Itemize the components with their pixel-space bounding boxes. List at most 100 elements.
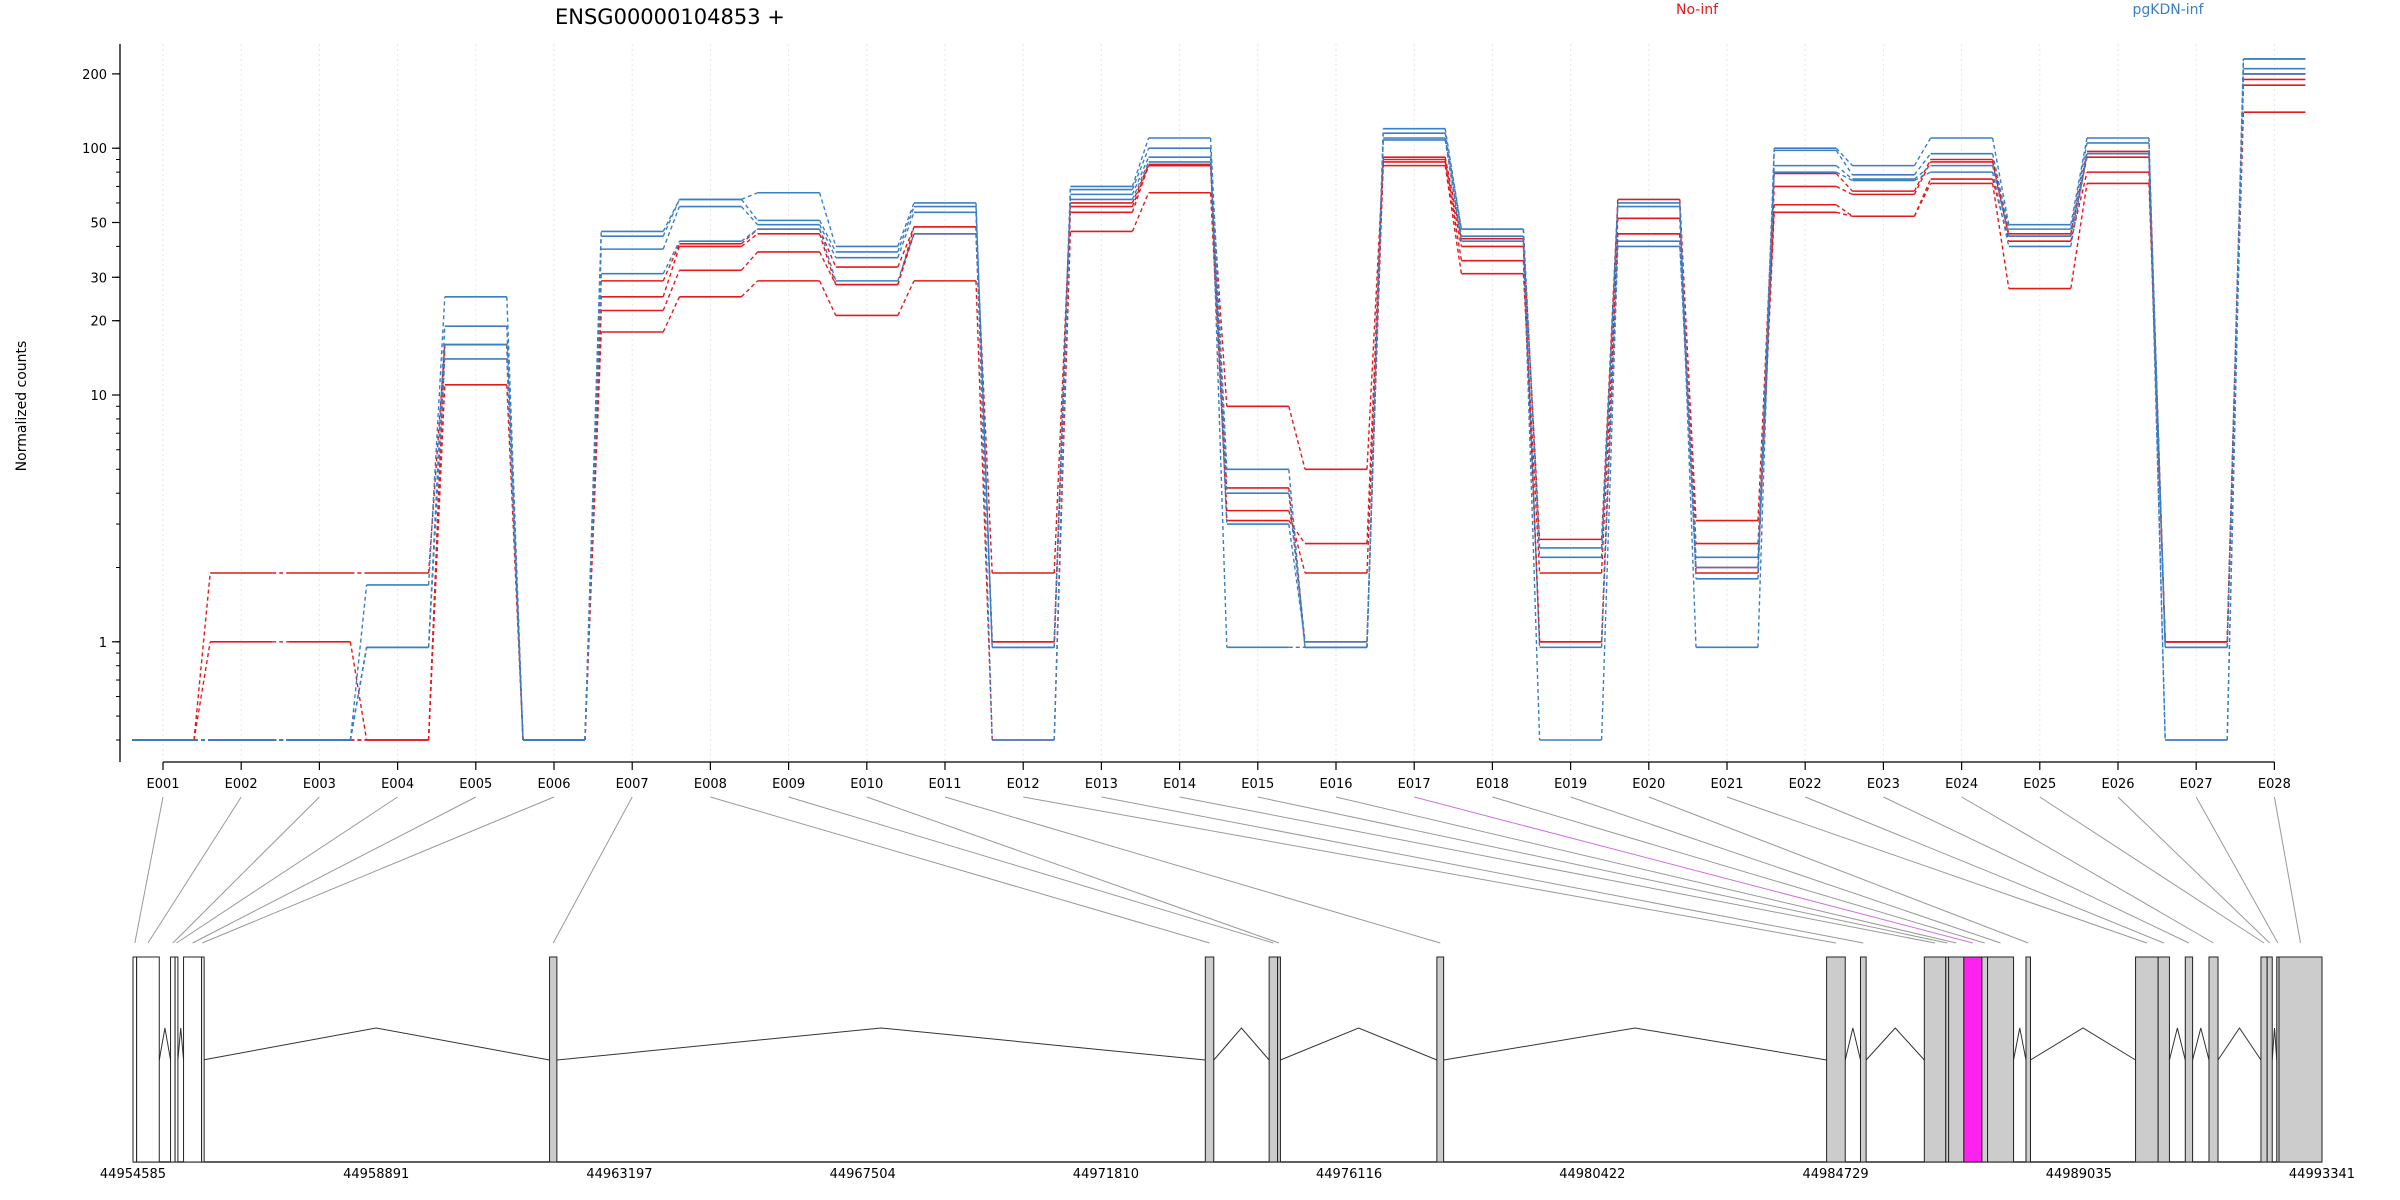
exon-box-e003: [170, 956, 176, 1163]
series-connector: [1209, 137, 1228, 470]
chart-text: ENSG00000104853 + No-inf pgKDN-inf Norma…: [14, 2, 2355, 1182]
series-connector: [897, 280, 915, 316]
series-connector: [1209, 148, 1228, 648]
gene-model: [132, 956, 2323, 1163]
series-connector: [1757, 165, 1775, 558]
series-connector: [1913, 183, 1932, 217]
series-connector: [897, 202, 915, 247]
series-connector: [2148, 153, 2166, 648]
series-connector: [1913, 137, 1932, 166]
series-connector: [1209, 165, 1228, 407]
connector-e026: [2117, 796, 2271, 944]
axes: [112, 44, 2275, 770]
series-connector: [818, 280, 837, 316]
series-connector: [1836, 211, 1853, 217]
connector-e028: [2273, 796, 2302, 944]
chart-title: ENSG00000104853 +: [555, 5, 785, 29]
connector-e011: [944, 796, 1441, 944]
series-connector: [818, 251, 837, 285]
exon-box-e005: [183, 956, 203, 1163]
x-tick-label-e004: E004: [381, 777, 414, 792]
x-tick-label-e025: E025: [2023, 777, 2056, 792]
exon-box-e025: [2260, 956, 2268, 1163]
series-connector: [1991, 183, 2010, 289]
series-connector: [1209, 161, 1228, 525]
series-connector: [2070, 153, 2088, 247]
series-connector: [1679, 202, 1697, 648]
connector-e017: [1414, 796, 1974, 944]
y-tick-label: 1: [99, 636, 107, 651]
series-connector: [2226, 68, 2245, 648]
connector-e020: [1648, 796, 2029, 944]
intron-line: [202, 1027, 550, 1061]
exon-box-e014: [1923, 956, 1947, 1163]
connector-e007: [552, 796, 633, 944]
series-connector: [1522, 236, 1541, 648]
series-connector: [1131, 165, 1150, 207]
y-tick-label: 100: [82, 142, 107, 157]
series-connector: [2070, 137, 2088, 225]
x-tick-label-e016: E016: [1319, 777, 1352, 792]
y-tick-label: 10: [90, 389, 107, 404]
connector-e022: [1805, 796, 2164, 944]
x-tick-label-e009: E009: [772, 777, 805, 792]
connector-e005: [192, 796, 477, 944]
series-connector: [897, 226, 915, 285]
connector-e006: [201, 796, 555, 944]
series-connector: [1366, 159, 1384, 470]
x-tick-label-e017: E017: [1398, 777, 1431, 792]
series-connector: [1835, 149, 1853, 176]
series-connector: [1288, 406, 1306, 470]
exon-box-e006: [201, 956, 205, 1163]
series-pgkdn-inf-7: [132, 67, 2306, 741]
series-connector: [1288, 523, 1306, 642]
series-connector: [1600, 246, 1619, 741]
series-connector: [975, 206, 993, 648]
exon-box-e018: [1981, 956, 1989, 1163]
series-connector: [1679, 241, 1697, 558]
intron-line: [2217, 1027, 2262, 1061]
x-tick-label-e006: E006: [537, 777, 570, 792]
series-connector: [818, 228, 837, 282]
series-connector: [427, 358, 446, 648]
series-connector: [1444, 159, 1463, 261]
series-connector: [662, 206, 681, 250]
intron-line: [556, 1027, 1206, 1061]
series-connector: [1913, 165, 1932, 180]
x-tick-label-e011: E011: [928, 777, 961, 792]
x-tick-label-e005: E005: [459, 777, 492, 792]
intron-line: [1280, 1027, 1438, 1061]
series-connector: [349, 647, 368, 741]
exon-box-e002: [136, 956, 160, 1163]
series-connector: [1835, 171, 1853, 182]
series-connector: [1600, 202, 1619, 558]
series-connector: [1600, 206, 1619, 548]
series-connector: [1444, 165, 1463, 274]
series-connector: [1131, 137, 1150, 187]
x-tick-label-e015: E015: [1241, 777, 1274, 792]
series-connector: [584, 273, 602, 741]
x-tick-label-e027: E027: [2180, 777, 2213, 792]
intron-line: [1213, 1027, 1270, 1061]
series-connector: [897, 226, 915, 268]
series-connector: [2070, 142, 2088, 230]
coordinate-label: 44989035: [2046, 1167, 2112, 1182]
series-connector: [1053, 199, 1072, 648]
series-connector: [740, 206, 759, 226]
series-connector: [1835, 185, 1853, 196]
series-connector: [1131, 165, 1150, 213]
series-connector: [1444, 139, 1463, 242]
series-connector: [662, 246, 681, 298]
series-connector: [662, 296, 681, 333]
series-connector: [1913, 153, 1932, 176]
series-connector: [427, 296, 446, 585]
connector-e002: [147, 796, 242, 944]
series-connector: [506, 296, 524, 741]
legend-no-inf: No-inf: [1676, 2, 1719, 18]
connector-e010: [866, 796, 1280, 944]
coordinate-label: 44958891: [343, 1167, 409, 1182]
connector-e018: [1492, 796, 1985, 944]
series-connector: [1835, 172, 1853, 192]
coordinate-label: 44971810: [1073, 1167, 1139, 1182]
series-connector: [506, 326, 524, 741]
